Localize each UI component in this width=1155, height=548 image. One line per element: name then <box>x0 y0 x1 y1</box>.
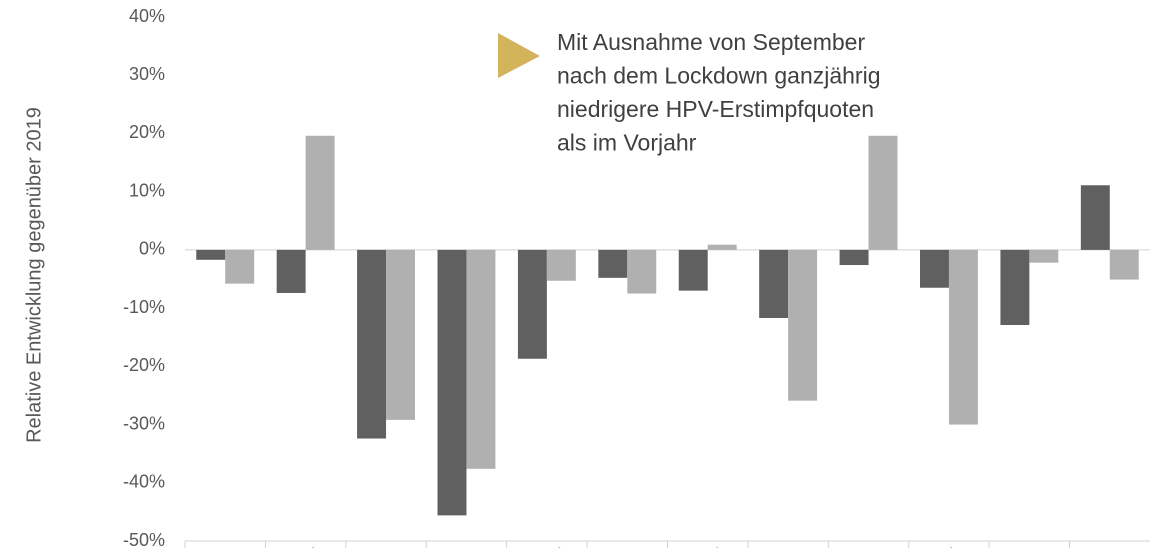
y-tick-label: -30% <box>123 413 165 433</box>
bar <box>305 135 335 250</box>
x-tick-label: Jun <box>613 545 642 548</box>
y-tick-label: -50% <box>123 530 165 548</box>
bar <box>1109 249 1139 280</box>
x-tick-label: Nov <box>1013 545 1045 548</box>
bar <box>868 135 898 250</box>
bar <box>225 249 255 284</box>
x-tick-label: Aug <box>772 545 804 548</box>
x-tick-label: Jan <box>211 545 240 548</box>
bar <box>598 249 628 278</box>
bar <box>759 249 789 319</box>
bar <box>920 249 949 288</box>
bar <box>357 249 387 439</box>
y-axis-label: Relative Entwicklung gegenüber 2019 <box>23 107 45 443</box>
bar <box>1080 185 1110 250</box>
x-tick-label: Mrz <box>371 545 401 548</box>
bar <box>948 249 978 425</box>
bar <box>437 249 467 516</box>
bar <box>678 249 708 291</box>
annotation-line: nach dem Lockdown ganzjährig <box>557 63 880 89</box>
bar <box>707 244 737 250</box>
y-tick-label: 20% <box>129 122 165 142</box>
x-tick-label: Apr <box>452 545 480 548</box>
x-tick-label: Dez <box>1094 545 1126 548</box>
x-tick-label: Mai <box>532 545 561 548</box>
bar <box>466 249 496 469</box>
bar <box>386 249 415 420</box>
bar <box>1029 249 1059 263</box>
x-tick-label: Okt <box>935 545 963 548</box>
bar <box>517 249 547 359</box>
bar <box>196 249 226 260</box>
annotation-line: niedrigere HPV-Erstimpfquoten <box>557 96 874 122</box>
annotation-line: Mit Ausnahme von September <box>557 29 865 55</box>
x-tick-label: Sep <box>853 545 885 548</box>
y-tick-label: -10% <box>123 297 165 317</box>
x-tick-label: Feb <box>290 545 321 548</box>
bar <box>788 249 818 401</box>
y-tick-label: -40% <box>123 472 165 492</box>
y-tick-label: 30% <box>129 64 165 84</box>
bar <box>627 249 657 294</box>
bar <box>546 249 576 281</box>
y-tick-label: 40% <box>129 6 165 26</box>
annotation-line: als im Vorjahr <box>557 130 697 156</box>
y-tick-label: 0% <box>139 239 165 259</box>
y-tick-label: -20% <box>123 355 165 375</box>
x-tick-label: Jul <box>696 545 719 548</box>
bar <box>1000 249 1030 325</box>
bar <box>839 249 869 266</box>
annotation-marker <box>498 33 540 78</box>
bar <box>276 249 306 293</box>
y-tick-label: 10% <box>129 180 165 200</box>
